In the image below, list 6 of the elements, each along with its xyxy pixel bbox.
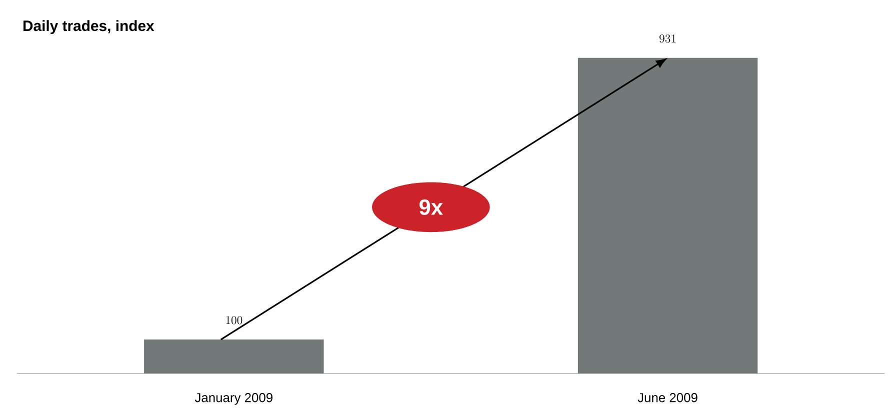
x-tick-label: January 2009 bbox=[194, 392, 272, 405]
chart-title: Daily trades, index bbox=[23, 20, 154, 34]
x-tick-label: June 2009 bbox=[638, 392, 698, 402]
data-label: 100 bbox=[226, 316, 242, 324]
annotation: 9x bbox=[420, 199, 443, 215]
data-label: 931 bbox=[659, 34, 676, 42]
